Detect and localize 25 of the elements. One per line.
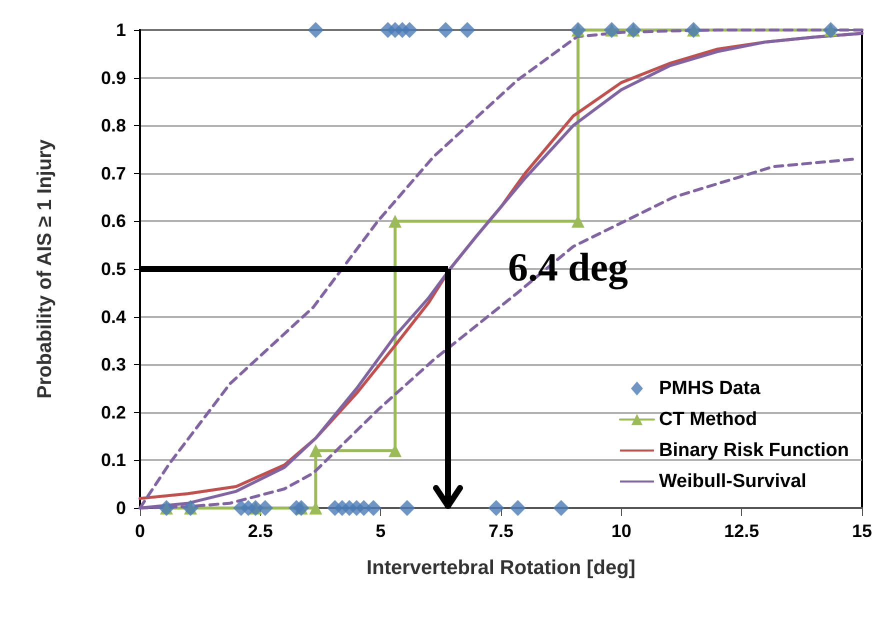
x-axis-title: Intervertebral Rotation [deg] [366, 557, 636, 579]
y-tick-label: 0.5 [100, 259, 126, 279]
legend-label: Weibull-Survival [658, 471, 806, 492]
x-tick-label: 0 [134, 521, 146, 541]
y-axis-title: Probability of AIS ≥ 1 Injury [34, 138, 56, 399]
y-tick-label: 0.2 [100, 402, 126, 422]
x-tick-label: 10 [611, 521, 632, 541]
annotation: 6.4 deg [508, 244, 628, 290]
y-tick-label: 1 [116, 20, 126, 40]
legend-label: PMHS Data [658, 378, 761, 399]
legend-label: CT Method [658, 409, 758, 430]
y-tick-label: 0 [116, 498, 126, 518]
y-tick-label: 0.7 [100, 163, 126, 184]
x-tick-label: 12.5 [724, 521, 760, 541]
x-tick-label: 15 [852, 521, 872, 541]
y-tick-label: 0.9 [100, 68, 126, 88]
x-tick-label: 5 [376, 521, 386, 541]
y-tick-label: 0.6 [100, 211, 126, 232]
y-tick-label: 0.1 [100, 450, 126, 470]
y-tick-label: 0.4 [100, 306, 126, 327]
legend-label: Binary Risk Function [658, 440, 850, 461]
y-tick-label: 0.3 [100, 354, 126, 375]
y-tick-label: 0.8 [100, 116, 126, 136]
x-tick-label: 2.5 [248, 521, 273, 541]
x-tick-label: 7.5 [488, 521, 514, 541]
